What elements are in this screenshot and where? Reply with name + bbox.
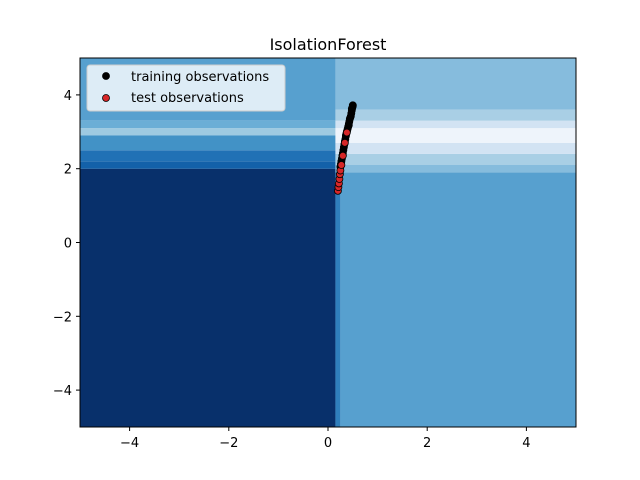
contour-band-3 [80, 135, 336, 151]
contour-band-1 [80, 161, 336, 169]
y-tick-label: −2 [53, 310, 72, 325]
contour-band-8 [340, 172, 576, 427]
test-point-8 [340, 138, 349, 147]
y-tick-label: 0 [64, 237, 72, 252]
chart-title: IsolationForest [270, 35, 387, 54]
contour-band-4 [80, 128, 336, 136]
contour-band-5 [80, 120, 336, 129]
test-point-7 [338, 151, 347, 160]
legend: training observations test observations [86, 64, 286, 112]
contour-band-0 [80, 168, 336, 427]
training-point-25 [344, 121, 353, 130]
training-point-26 [346, 113, 355, 122]
x-axis: −4 −2 0 2 4 [120, 427, 531, 451]
y-tick-label: 4 [64, 89, 72, 104]
x-tick-label: 4 [522, 436, 530, 451]
legend-box [86, 64, 286, 112]
x-tick-label: 2 [423, 436, 431, 451]
contour-band-15 [335, 58, 576, 110]
plot-area [80, 58, 576, 427]
legend-label-test: test observations [131, 91, 244, 106]
contour-band-12 [335, 128, 576, 143]
contour-band-11 [335, 142, 576, 154]
contour-band-13 [335, 120, 576, 129]
x-tick-label: 0 [324, 436, 332, 451]
test-point-9 [342, 128, 351, 137]
test-point-6 [337, 161, 346, 169]
decision-contour [80, 58, 576, 427]
y-axis: −4 −2 0 2 4 [53, 89, 80, 399]
contour-band-10 [335, 153, 576, 166]
scatter-layer [334, 101, 357, 195]
legend-marker-training [102, 72, 110, 80]
contour-band-2 [80, 150, 336, 162]
training-point-28 [348, 102, 357, 110]
legend-label-training: training observations [131, 70, 269, 85]
contour-band-9 [335, 165, 576, 173]
legend-marker-test [102, 94, 110, 102]
contour-band-7 [335, 172, 341, 427]
y-tick-label: 2 [64, 163, 72, 178]
x-tick-label: −2 [219, 436, 238, 451]
y-tick-label: −4 [53, 384, 72, 399]
contour-band-14 [335, 109, 576, 121]
x-tick-label: −4 [120, 436, 139, 451]
